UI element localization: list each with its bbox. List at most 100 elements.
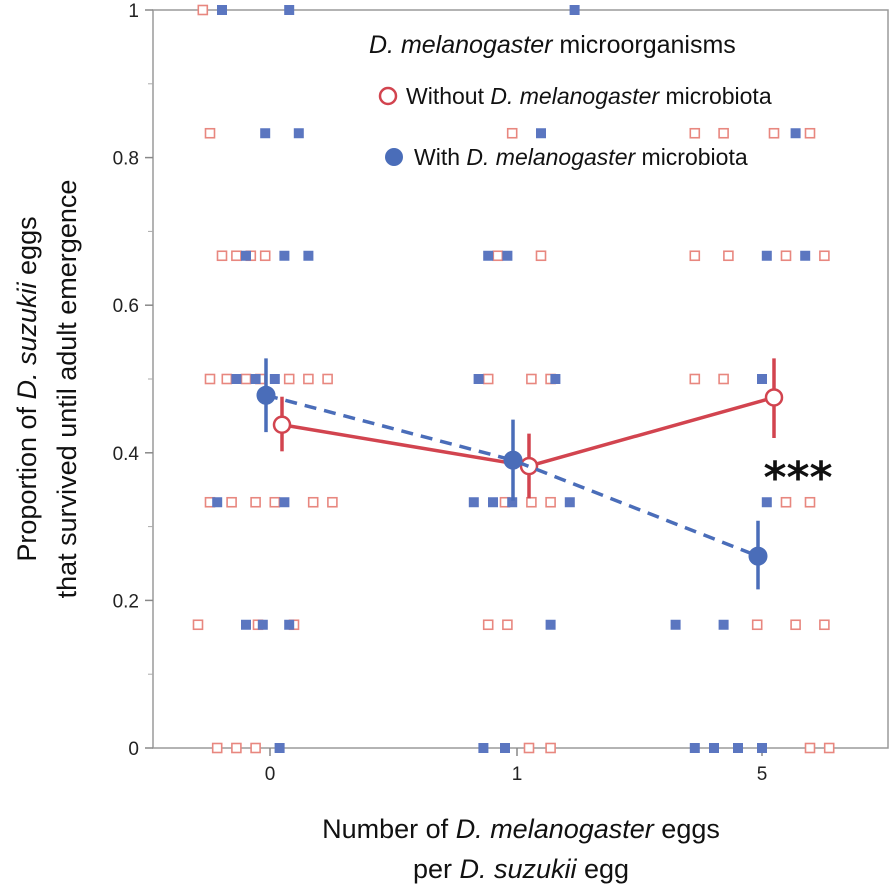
raw-point-with [733, 743, 743, 753]
raw-point-without [482, 619, 494, 631]
raw-point-without [226, 496, 237, 508]
raw-point-without [804, 127, 816, 139]
raw-point-with [478, 743, 489, 753]
raw-point-with [241, 250, 251, 261]
raw-point-with [279, 497, 290, 508]
raw-point-without [545, 742, 556, 754]
mean-point-with [256, 385, 276, 405]
raw-point-without [250, 496, 261, 508]
raw-point-without [819, 250, 830, 262]
y-tick-label: 0.2 [113, 591, 139, 612]
raw-point-without [204, 373, 216, 385]
raw-point-without [204, 127, 216, 139]
raw-point-with [212, 497, 223, 508]
raw-point-without [322, 373, 333, 385]
raw-point-without [492, 250, 504, 262]
x-tick-label: 5 [757, 764, 768, 785]
y-tick-label: 0.8 [113, 149, 139, 170]
y-tick-label: 0 [128, 739, 139, 760]
raw-point-without [526, 496, 537, 508]
raw-point-without [823, 742, 835, 754]
raw-point-without [526, 373, 537, 385]
raw-point-with [488, 497, 498, 508]
x-axis-title-line1: Number of D. melanogaster eggs [322, 814, 720, 844]
raw-point-without [689, 373, 701, 385]
y-tick-label: 0.4 [113, 444, 140, 465]
y-tick-label: 1 [128, 1, 139, 22]
raw-point-without [804, 496, 816, 508]
raw-point-without [718, 373, 729, 385]
x-tick-label: 0 [265, 764, 276, 785]
raw-point-without [240, 373, 252, 385]
y-tick-label: 0.6 [113, 296, 139, 317]
raw-point-with [473, 374, 484, 384]
legend-entry-without: Without D. melanogaster microbiota [406, 83, 772, 109]
raw-point-with [689, 743, 700, 753]
raw-point-with [564, 497, 575, 508]
raw-point-with [709, 743, 719, 753]
raw-point-without [689, 250, 701, 262]
raw-point-without [506, 127, 518, 139]
raw-point-without [231, 742, 242, 754]
raw-point-without [780, 250, 792, 262]
raw-point-with [536, 128, 546, 139]
raw-point-with [284, 5, 295, 15]
raw-point-without [283, 373, 295, 385]
mean-point-without [519, 456, 539, 476]
raw-point-with [269, 374, 280, 384]
raw-point-without [723, 250, 734, 262]
raw-point-with [569, 5, 580, 15]
raw-point-without [768, 127, 780, 139]
mean-point-without [272, 415, 292, 435]
raw-point-without [216, 250, 228, 262]
raw-point-without [790, 619, 801, 631]
raw-point-with [260, 128, 271, 139]
raw-point-with [718, 619, 729, 630]
raw-point-without [197, 4, 209, 16]
raw-point-without [307, 496, 319, 508]
raw-point-without [327, 496, 338, 508]
raw-point-without [231, 250, 242, 262]
raw-point-with [500, 743, 510, 753]
raw-point-without [250, 742, 261, 754]
raw-point-without [523, 742, 535, 754]
raw-point-with [757, 374, 767, 384]
raw-point-without [545, 496, 556, 508]
raw-point-with [670, 619, 681, 630]
raw-point-with [790, 128, 801, 139]
significance-label: *** [763, 452, 832, 503]
raw-point-without [502, 619, 513, 631]
raw-point-with [757, 743, 767, 753]
raw-point-with [303, 250, 314, 261]
raw-point-with [274, 743, 285, 753]
raw-point-without [221, 373, 233, 385]
y-axis-title-line2: that survived until adult emergence [52, 180, 82, 599]
raw-point-with [483, 250, 494, 261]
raw-point-with [250, 374, 261, 384]
raw-point-without [751, 619, 763, 631]
raw-point-without [482, 373, 494, 385]
raw-point-with [550, 374, 561, 384]
raw-point-with [217, 5, 227, 15]
raw-point-without [192, 619, 204, 631]
raw-point-without [780, 496, 792, 508]
raw-point-with [257, 619, 268, 630]
mean-point-without [764, 388, 784, 407]
raw-point-with [284, 619, 295, 630]
raw-point-with [468, 497, 479, 508]
raw-point-with [293, 128, 304, 139]
x-tick-label: 1 [512, 764, 523, 785]
legend-marker-with [385, 148, 403, 166]
raw-point-with [761, 497, 772, 508]
legend-marker-without [378, 86, 398, 106]
raw-point-with [545, 619, 556, 630]
raw-point-with [231, 374, 242, 384]
raw-point-without [269, 496, 281, 508]
raw-point-without [718, 127, 729, 139]
raw-point-without [689, 127, 701, 139]
raw-point-with [800, 250, 811, 261]
raw-point-with [241, 619, 251, 630]
legend-title: D. melanogaster microorganisms [369, 31, 736, 59]
raw-point-without [804, 742, 816, 754]
